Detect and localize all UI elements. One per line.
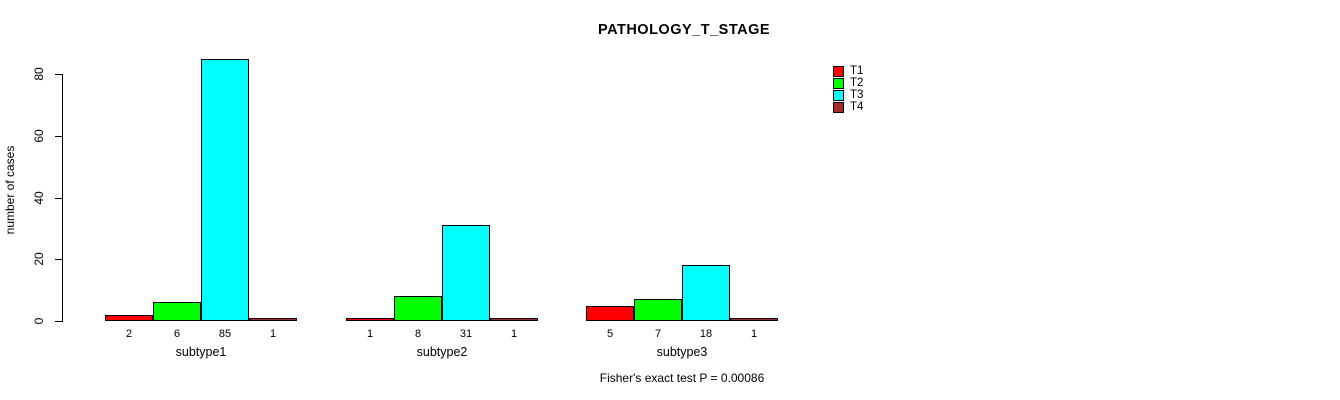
y-axis-title: number of cases: [3, 145, 17, 235]
legend-label: T3: [850, 89, 864, 101]
bar-value-label: 1: [510, 328, 518, 340]
bar-t4-subtype3: [730, 318, 778, 321]
bar-value-label: 8: [414, 328, 422, 340]
legend-item-t2: T2: [833, 77, 864, 89]
bar-value-label: 7: [654, 328, 662, 340]
bar-value-label: 31: [459, 328, 473, 340]
legend-item-t3: T3: [833, 89, 864, 101]
legend-swatch-t2: [833, 77, 844, 89]
y-tick-label: 20: [32, 252, 46, 266]
legend-swatch-t4: [833, 101, 844, 113]
bar-value-label: 2: [125, 328, 133, 340]
bar-t1-subtype1: [105, 315, 153, 321]
y-tick: [55, 136, 62, 137]
legend-item-t4: T4: [833, 101, 864, 113]
legend-swatch-t3: [833, 89, 844, 101]
chart-title: PATHOLOGY_T_STAGE: [597, 22, 771, 38]
y-tick-label: 60: [32, 129, 46, 143]
bar-t1-subtype3: [586, 306, 634, 321]
bar-value-label: 85: [218, 328, 232, 340]
legend-label: T2: [850, 77, 864, 89]
bar-value-label: 1: [750, 328, 758, 340]
bar-t2-subtype2: [394, 296, 442, 321]
bar-t1-subtype2: [346, 318, 394, 321]
legend: T1 T2 T3 T4: [833, 65, 864, 113]
category-label-subtype2: subtype2: [416, 345, 468, 359]
y-tick: [55, 321, 62, 322]
bar-t4-subtype2: [490, 318, 538, 321]
bar-value-label: 6: [173, 328, 181, 340]
bar-t3-subtype1: [201, 59, 249, 321]
y-tick: [55, 74, 62, 75]
y-tick-label: 0: [32, 317, 46, 325]
y-tick: [55, 259, 62, 260]
category-label-subtype1: subtype1: [175, 345, 227, 359]
bar-t3-subtype3: [682, 265, 730, 321]
stat-annotation: Fisher's exact test P = 0.00086: [599, 371, 765, 385]
y-tick-label: 40: [32, 191, 46, 205]
bar-t2-subtype3: [634, 299, 682, 321]
bar-value-label: 1: [366, 328, 374, 340]
legend-item-t1: T1: [833, 65, 864, 77]
y-axis-line: [62, 74, 63, 322]
legend-label: T4: [850, 101, 864, 113]
category-label-subtype3: subtype3: [656, 345, 708, 359]
y-tick: [55, 198, 62, 199]
bar-t2-subtype1: [153, 302, 201, 321]
bar-t3-subtype2: [442, 225, 490, 321]
bar-value-label: 5: [606, 328, 614, 340]
legend-label: T1: [850, 65, 864, 77]
bar-value-label: 1: [269, 328, 277, 340]
bar-value-label: 18: [699, 328, 713, 340]
y-tick-label: 80: [32, 67, 46, 81]
legend-swatch-t1: [833, 65, 844, 77]
bar-t4-subtype1: [249, 318, 297, 321]
